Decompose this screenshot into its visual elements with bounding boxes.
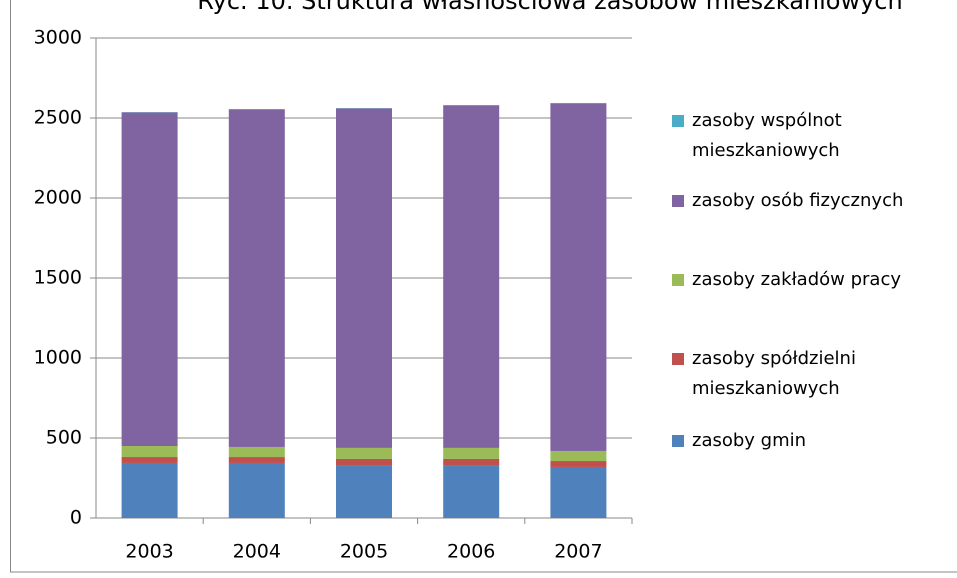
legend-label: zasoby gmin [692,430,807,451]
legend-swatch [672,195,684,207]
y-tick-label: 2000 [34,187,82,209]
bar-segment [443,447,500,459]
bar-segment [443,465,500,518]
legend-item: zasoby gmin [672,426,934,456]
y-tick-label: 3000 [34,27,82,49]
legend-label: zasoby wspólnot mieszkaniowych [692,110,842,161]
y-tick-label: 0 [70,507,82,529]
bar-segment [228,446,285,458]
y-tick-label: 1500 [34,267,82,289]
bar-segment [443,458,500,466]
bar-segment [121,462,178,518]
legend-label: zasoby osób fizycznych [692,190,904,211]
bar-segment [336,108,392,448]
legend-swatch [672,274,684,286]
bar-segment [550,466,607,518]
legend-item: zasoby wspólnot mieszkaniowych [672,106,934,166]
legend-item: zasoby spółdzielni mieszkaniowych [672,344,934,404]
chart-border [10,0,957,573]
bar-segment [228,457,285,463]
legend-label: zasoby spółdzielni mieszkaniowych [692,348,856,399]
x-tick-label: 2005 [340,541,388,563]
x-tick-label: 2007 [554,541,602,563]
bar-segment [336,465,392,518]
legend-label: zasoby zakładów pracy [692,269,902,290]
bar-segment [228,462,285,518]
bar-segment [336,447,392,459]
y-tick-label: 1000 [34,347,82,369]
legend-item: zasoby zakładów pracy [672,265,934,295]
legend-swatch [672,115,684,127]
y-tick-label: 2500 [34,107,82,129]
bar-segment [336,458,392,466]
legend-item: zasoby osób fizycznych [672,186,934,216]
chart-title: Ryc. 10. Struktura własnościowa zasobów … [197,0,902,15]
bar-segment [121,112,178,447]
bar-segment [228,109,285,447]
legend-swatch [672,353,684,365]
y-tick-label: 500 [46,427,82,449]
x-tick-label: 2003 [125,541,173,563]
bar-segment [121,457,178,463]
bar-segment [550,103,607,451]
bar-segment [121,446,178,458]
x-tick-label: 2004 [233,541,281,563]
bar-segment [550,450,607,462]
x-tick-label: 2006 [447,541,495,563]
legend-swatch [672,435,684,447]
bar-segment [443,105,500,448]
bar-segment [550,461,607,467]
